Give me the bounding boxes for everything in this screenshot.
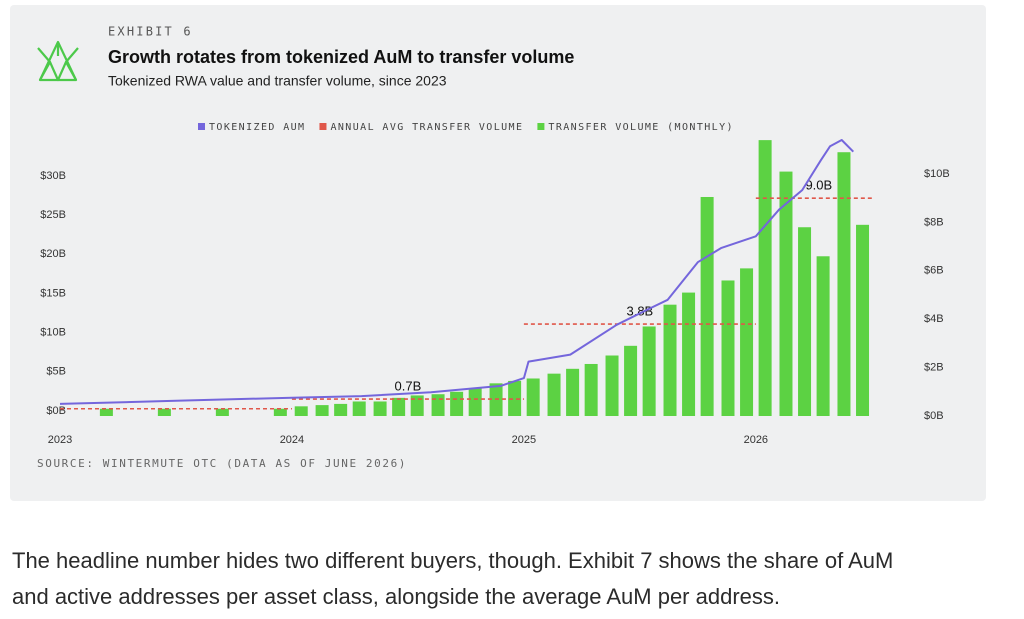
bar: [508, 380, 522, 416]
y2-tick-label: $0B: [924, 410, 944, 422]
bar: [856, 224, 870, 416]
exhibit-card: [10, 5, 986, 501]
legend-swatch: [319, 123, 327, 130]
bar: [663, 304, 677, 416]
logo: [37, 40, 79, 82]
bar: [642, 326, 656, 416]
y-tick-label: $0B: [46, 405, 66, 417]
chart-subtitle: Tokenized RWA value and transfer volume,…: [108, 73, 447, 89]
bar: [450, 391, 464, 416]
data-label: 0.7B: [395, 378, 422, 393]
x-tick-label: 2024: [280, 434, 304, 446]
bar: [315, 405, 329, 416]
chart-title: Growth rotates from tokenized AuM to tra…: [108, 47, 574, 67]
bar: [566, 368, 580, 416]
bar: [837, 152, 851, 416]
legend: TOKENIZED AUM ANNUAL AVG TRANSFER VOLUME T…: [198, 122, 734, 133]
bar: [798, 227, 812, 416]
bar: [816, 256, 830, 416]
legend-swatch: [537, 123, 545, 130]
bar: [624, 345, 638, 416]
bar: [215, 408, 229, 416]
y-tick-label: $30B: [40, 170, 66, 182]
bar: [584, 363, 598, 416]
legend-label: ANNUAL AVG TRANSFER VOLUME: [330, 122, 523, 133]
body-text: and active addresses per asset class, al…: [12, 584, 781, 609]
bar: [682, 292, 696, 416]
bar: [373, 401, 387, 416]
y2-tick-label: $2B: [924, 362, 944, 374]
bar: [294, 406, 308, 416]
y-tick-label: $5B: [46, 366, 66, 378]
bar: [99, 408, 113, 416]
x-tick-label: 2025: [512, 434, 536, 446]
bar: [526, 378, 540, 416]
y2-tick-label: $8B: [924, 216, 944, 228]
bar: [721, 280, 735, 416]
y2-tick-label: $4B: [924, 313, 944, 325]
data-label: 3.8B: [626, 303, 653, 318]
bar: [273, 408, 287, 416]
bar: [468, 388, 482, 416]
bar: [547, 373, 561, 416]
source-note: SOURCE: WINTERMUTE OTC (DATA AS OF JUNE …: [37, 457, 407, 470]
y-tick-label: $20B: [40, 248, 66, 260]
x-tick-label: 2023: [48, 434, 72, 446]
body-text: The headline number hides two different …: [12, 548, 894, 573]
aum-line: [59, 139, 855, 405]
bar: [740, 268, 754, 416]
legend-label: TRANSFER VOLUME (MONTHLY): [548, 122, 734, 133]
bar: [392, 397, 406, 416]
bar: [334, 403, 348, 416]
y2-tick-label: $10B: [924, 168, 950, 180]
bar: [700, 196, 714, 416]
bar: [431, 394, 445, 416]
y-tick-label: $25B: [40, 209, 66, 221]
legend-label: TOKENIZED AUM: [209, 122, 305, 133]
x-tick-label: 2026: [744, 434, 768, 446]
y-tick-label: $15B: [40, 287, 66, 299]
bar: [779, 171, 793, 416]
data-label: 9.0B: [805, 178, 832, 193]
bar: [352, 401, 366, 416]
legend-swatch: [198, 123, 205, 130]
exhibit-label: EXHIBIT 6: [108, 25, 193, 39]
bar: [157, 408, 171, 416]
bar: [758, 140, 772, 416]
bar: [605, 355, 619, 416]
chart: EXHIBIT 6 Growth rotates from tokenized …: [37, 25, 950, 471]
y-tick-label: $10B: [40, 327, 66, 339]
bar: [410, 395, 424, 416]
y2-tick-label: $6B: [924, 265, 944, 277]
